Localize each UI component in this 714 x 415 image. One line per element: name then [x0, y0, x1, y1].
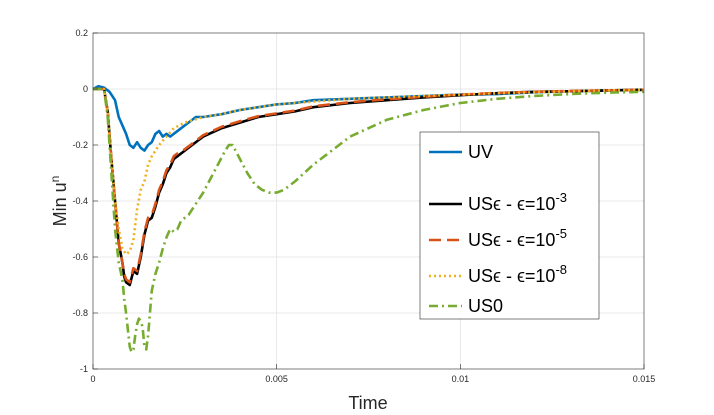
series-line-5 [93, 87, 645, 354]
legend-entry-2: USϵ - ϵ=10-3 [468, 190, 567, 214]
x-tick-label: 0.01 [452, 374, 470, 384]
legend-entry-name: UV [468, 142, 493, 162]
legend-entry-name: US0 [468, 296, 503, 316]
legend-entry-exponent: -5 [555, 226, 567, 241]
x-axis-label: Time [348, 393, 387, 413]
x-axis: 0 0.005 0.01 0.015 [90, 364, 655, 384]
legend-entry-5: US0 [468, 296, 503, 316]
x-tick-label: 0 [90, 374, 95, 384]
legend-entry-1: UV [468, 142, 493, 162]
y-tick-label: 0 [83, 84, 88, 94]
legend-entry-exponent: -8 [555, 262, 567, 277]
series-line-1 [92, 84, 645, 152]
legend-entry-4: USϵ - ϵ=10-8 [468, 262, 567, 286]
y-tick-label: -0.6 [72, 252, 88, 262]
legend-entry-name: USϵ - ϵ=10 [468, 230, 555, 250]
y-axis-label-sup: n [48, 176, 62, 183]
x-tick-label: 0.015 [633, 374, 656, 384]
legend-entry-name: USϵ - ϵ=10 [468, 266, 555, 286]
y-axis-label-main: Min u [50, 182, 70, 226]
legend-entry-exponent: -3 [555, 190, 567, 205]
legend-entry-name: USϵ - ϵ=10 [468, 194, 555, 214]
series-line-3 [93, 87, 645, 284]
y-axis: 0.2 0 -0.2 -0.4 -0.6 -0.8 -1 [72, 28, 98, 374]
x-tick-label: 0.005 [265, 374, 288, 384]
y-tick-label: -0.4 [72, 196, 88, 206]
y-axis-label: Min un [48, 176, 70, 227]
series-line-4 [93, 87, 645, 256]
y-tick-label: -1 [80, 364, 88, 374]
legend-box [419, 131, 600, 320]
y-tick-label: 0.2 [75, 28, 88, 38]
y-tick-label: -0.2 [72, 140, 88, 150]
legend-entry-3: USϵ - ϵ=10-5 [468, 226, 567, 250]
series-group [92, 84, 645, 354]
y-tick-label: -0.8 [72, 308, 88, 318]
